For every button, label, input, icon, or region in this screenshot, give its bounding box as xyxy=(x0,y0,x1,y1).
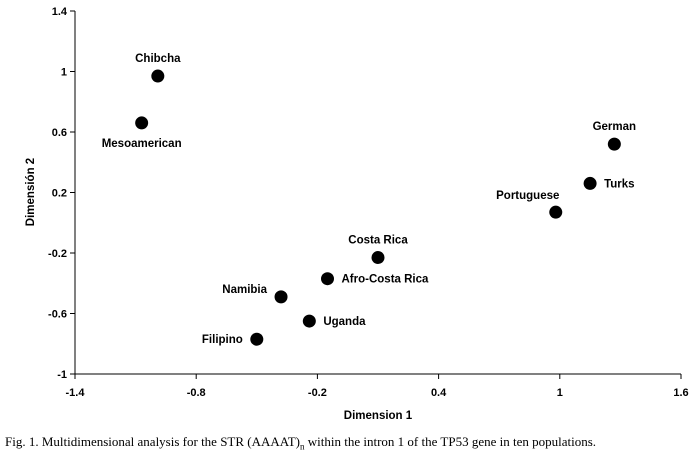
caption-subscript: n xyxy=(300,441,305,452)
data-point xyxy=(135,116,149,130)
x-tick-label: -1.4 xyxy=(66,387,86,399)
point-label: Turks xyxy=(604,178,634,190)
caption-suffix: within the intron 1 of the TP53 gene in … xyxy=(304,434,597,449)
x-axis-label: Dimension 1 xyxy=(344,410,413,422)
data-point xyxy=(371,251,385,265)
y-tick-label: -0.6 xyxy=(48,309,67,321)
point-label: Afro-Costa Rica xyxy=(342,274,430,286)
point-label: Portuguese xyxy=(496,190,559,202)
y-ticks: 1.4 1 0.6 0.2 -0.2 -0.6 -1 xyxy=(48,6,75,381)
x-tick-label: 1.6 xyxy=(673,387,688,399)
point-label: Filipino xyxy=(202,334,243,346)
data-point xyxy=(151,69,165,83)
y-tick-label: -0.2 xyxy=(48,248,67,260)
caption-prefix: Fig. 1. Multidimensional analysis for th… xyxy=(5,434,301,449)
scatter-chart: 1.4 1 0.6 0.2 -0.2 -0.6 -1 -1.4 -0.8 -0.2 0.4 1 1.6… xyxy=(25,6,689,422)
data-point xyxy=(607,137,621,151)
x-ticks: -1.4 -0.8 -0.2 0.4 1 1.6 xyxy=(66,374,689,399)
data-points: Chibcha Mesoamerican German Turks Portuguese… xyxy=(102,53,636,346)
data-point xyxy=(302,314,316,328)
point-label: German xyxy=(593,121,636,133)
x-tick-label: 1 xyxy=(557,387,563,399)
figure-caption: Fig. 1. Multidimensional analysis for th… xyxy=(5,434,693,452)
point-label: Uganda xyxy=(323,316,366,328)
y-tick-label: -1 xyxy=(57,369,67,381)
y-tick-label: 0.2 xyxy=(52,188,67,200)
x-tick-label: -0.8 xyxy=(187,387,206,399)
data-point xyxy=(250,332,264,346)
y-tick-label: 1 xyxy=(61,67,67,79)
y-tick-label: 1.4 xyxy=(52,6,68,18)
point-label: Namibia xyxy=(222,284,267,296)
axes xyxy=(74,11,681,375)
point-label: Chibcha xyxy=(135,53,181,65)
data-point xyxy=(321,272,334,286)
x-tick-label: -0.2 xyxy=(308,387,327,399)
x-tick-label: 0.4 xyxy=(431,387,447,399)
y-tick-label: 0.6 xyxy=(52,127,67,139)
data-point xyxy=(274,290,288,304)
point-label: Costa Rica xyxy=(348,235,408,247)
data-point xyxy=(549,205,563,219)
point-label: Mesoamerican xyxy=(102,138,182,150)
y-axis-label: Dimensión 2 xyxy=(25,158,37,226)
data-point xyxy=(583,176,597,190)
